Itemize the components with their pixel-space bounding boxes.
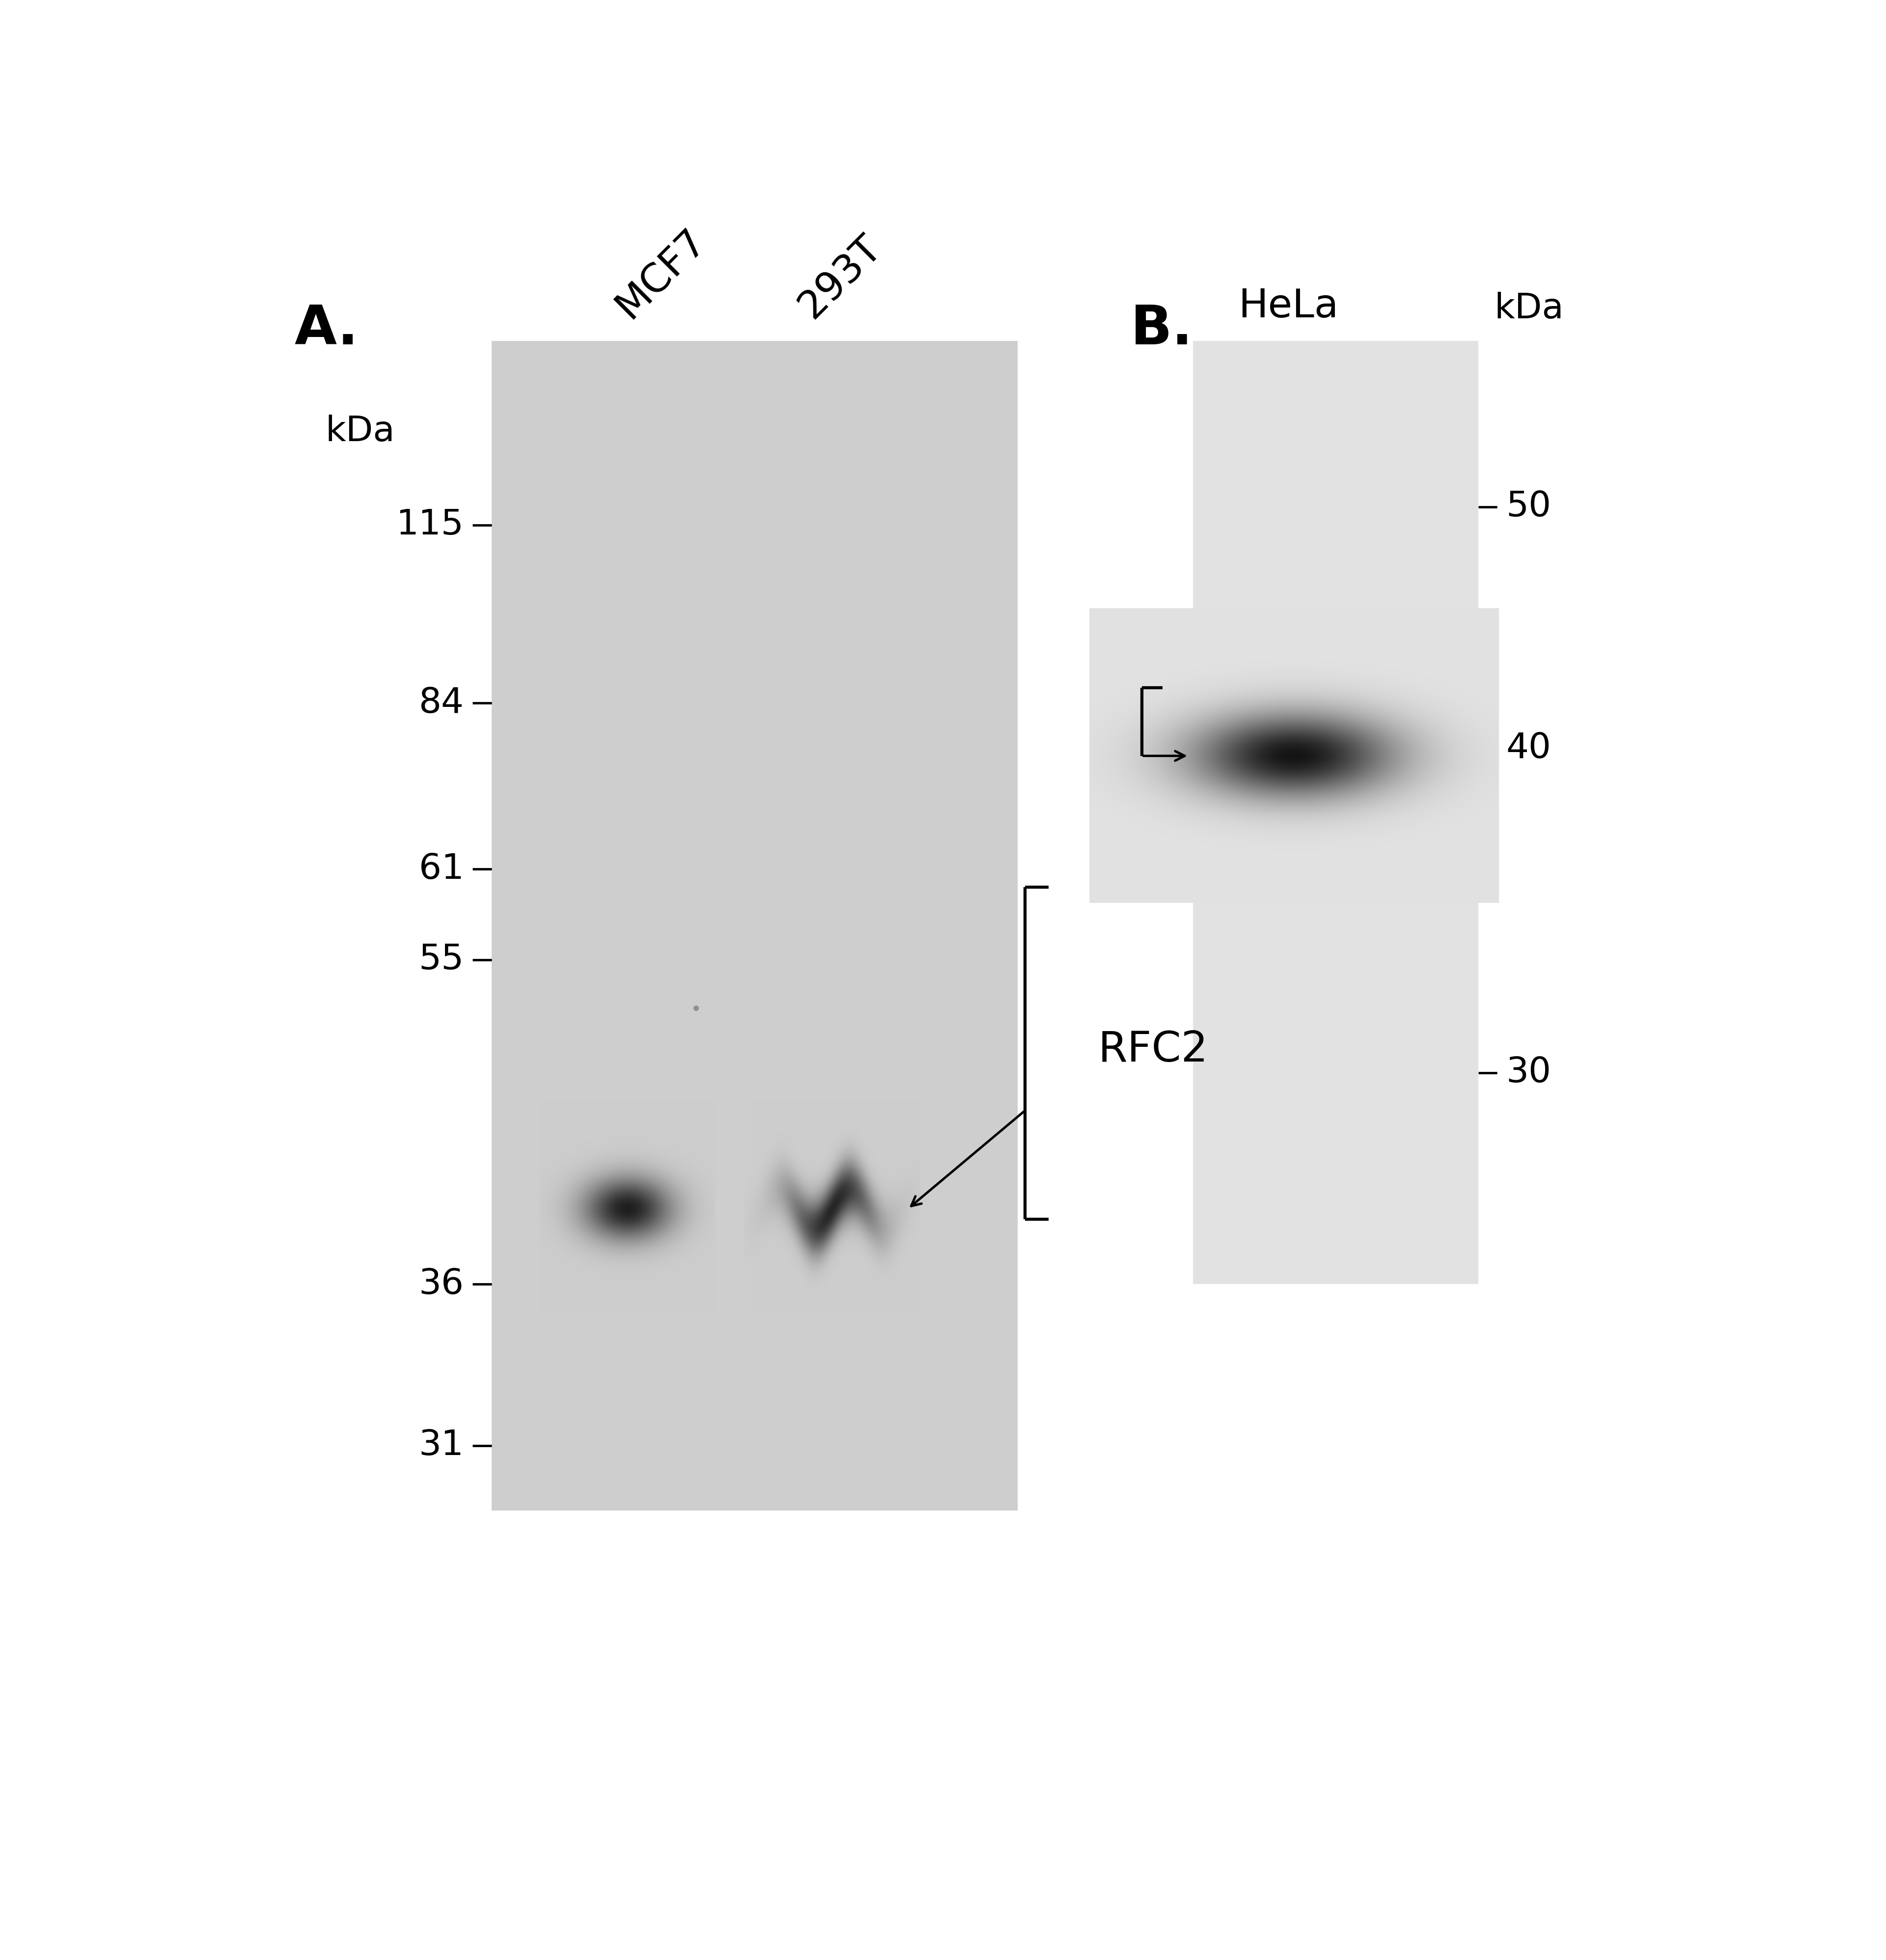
Text: kDa: kDa [324,414,394,449]
Text: B.: B. [1130,304,1192,355]
Text: 31: 31 [419,1429,464,1462]
Text: RFC2: RFC2 [1098,1029,1209,1070]
Bar [1194,341,1479,1284]
Text: A.: A. [294,304,358,355]
Text: 36: 36 [419,1268,464,1301]
Text: 84: 84 [419,686,464,719]
Text: kDa: kDa [1494,292,1563,325]
Text: MCF7: MCF7 [609,221,713,325]
Text: HeLa: HeLa [1237,288,1339,325]
Text: 55: 55 [419,943,464,976]
Text: 61: 61 [419,853,464,886]
Text: 115: 115 [396,508,464,541]
Text: 30: 30 [1505,1056,1550,1090]
Text: 50: 50 [1505,490,1550,523]
Bar [492,341,1018,1511]
Text: 293T: 293T [792,227,888,325]
Text: 40: 40 [1505,731,1550,764]
